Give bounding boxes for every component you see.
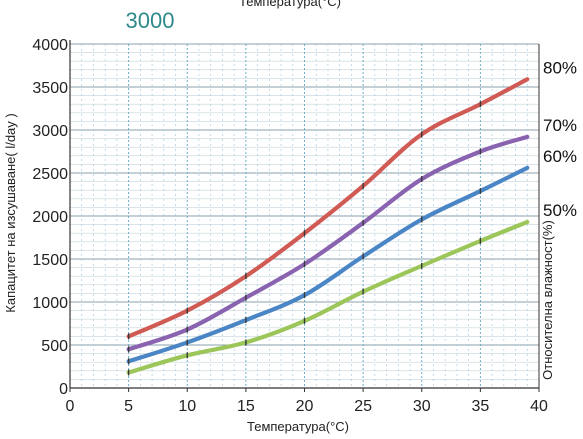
y-tick-label: 3500	[32, 80, 68, 97]
series-line-80	[126, 77, 530, 339]
y-tick-label: 2500	[32, 166, 68, 183]
chart-title: Температура(°C)	[239, 0, 341, 9]
x-tick-label: 35	[471, 398, 489, 415]
x-tick-label: 25	[354, 398, 372, 415]
series-line-50	[126, 219, 530, 375]
y-axis-label: Капацитет на изсушаване( l/day )	[3, 113, 18, 312]
y-tick-label: 4000	[32, 37, 68, 54]
series-line-60	[126, 165, 530, 364]
y2-axis-label: Относителна влажност(%)	[540, 220, 555, 380]
series-label-60: 60%	[543, 147, 577, 166]
model-label: 3000	[126, 8, 175, 33]
series-label-80: 80%	[543, 58, 577, 77]
x-tick-label: 20	[296, 398, 314, 415]
x-tick-label: 30	[413, 398, 431, 415]
series-lines	[126, 77, 530, 376]
y-tick-label: 500	[41, 338, 68, 355]
y-tick-label: 3000	[32, 123, 68, 140]
series-labels: 80% 70% 60% 50%	[543, 58, 577, 220]
x-tick-label: 15	[237, 398, 255, 415]
tick-labels: 0 5 10 15 20 25 30 35 40 0 500 1000 1500 2000 2500 3000…	[32, 37, 548, 415]
y-tick-label: 1500	[32, 252, 68, 269]
y-tick-label: 2000	[32, 209, 68, 226]
x-tick-label: 40	[530, 398, 548, 415]
series-line-70	[126, 134, 530, 352]
series-label-70: 70%	[543, 116, 577, 135]
x-axis-label: Температура(°C)	[247, 419, 349, 434]
x-tick-label: 5	[124, 398, 133, 415]
y-tick-label: 0	[59, 381, 68, 398]
grid	[69, 43, 540, 389]
series-label-50: 50%	[543, 201, 577, 220]
x-tick-label: 0	[66, 398, 75, 415]
x-tick-label: 10	[178, 398, 196, 415]
y-tick-label: 1000	[32, 295, 68, 312]
